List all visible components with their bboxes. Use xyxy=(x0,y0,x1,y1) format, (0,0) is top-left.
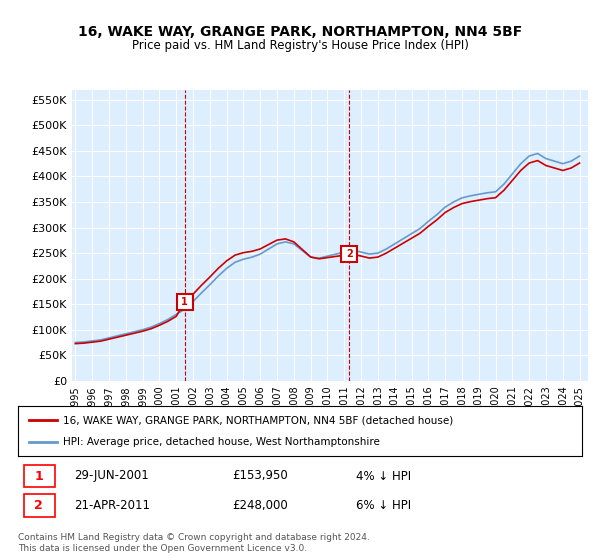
Text: 4% ↓ HPI: 4% ↓ HPI xyxy=(356,469,412,483)
Text: Price paid vs. HM Land Registry's House Price Index (HPI): Price paid vs. HM Land Registry's House … xyxy=(131,39,469,52)
Text: Contains HM Land Registry data © Crown copyright and database right 2024.
This d: Contains HM Land Registry data © Crown c… xyxy=(18,533,370,553)
Text: 16, WAKE WAY, GRANGE PARK, NORTHAMPTON, NN4 5BF (detached house): 16, WAKE WAY, GRANGE PARK, NORTHAMPTON, … xyxy=(63,415,454,425)
Text: £153,950: £153,950 xyxy=(232,469,288,483)
FancyBboxPatch shape xyxy=(23,465,55,487)
Text: 6% ↓ HPI: 6% ↓ HPI xyxy=(356,499,412,512)
FancyBboxPatch shape xyxy=(23,494,55,516)
Text: 16, WAKE WAY, GRANGE PARK, NORTHAMPTON, NN4 5BF: 16, WAKE WAY, GRANGE PARK, NORTHAMPTON, … xyxy=(78,25,522,39)
Text: £248,000: £248,000 xyxy=(232,499,288,512)
Text: 2: 2 xyxy=(346,249,353,259)
Text: 21-APR-2011: 21-APR-2011 xyxy=(74,499,151,512)
Text: 2: 2 xyxy=(34,499,43,512)
Text: 1: 1 xyxy=(34,469,43,483)
Text: 29-JUN-2001: 29-JUN-2001 xyxy=(74,469,149,483)
Text: HPI: Average price, detached house, West Northamptonshire: HPI: Average price, detached house, West… xyxy=(63,437,380,447)
Text: 1: 1 xyxy=(181,297,188,307)
